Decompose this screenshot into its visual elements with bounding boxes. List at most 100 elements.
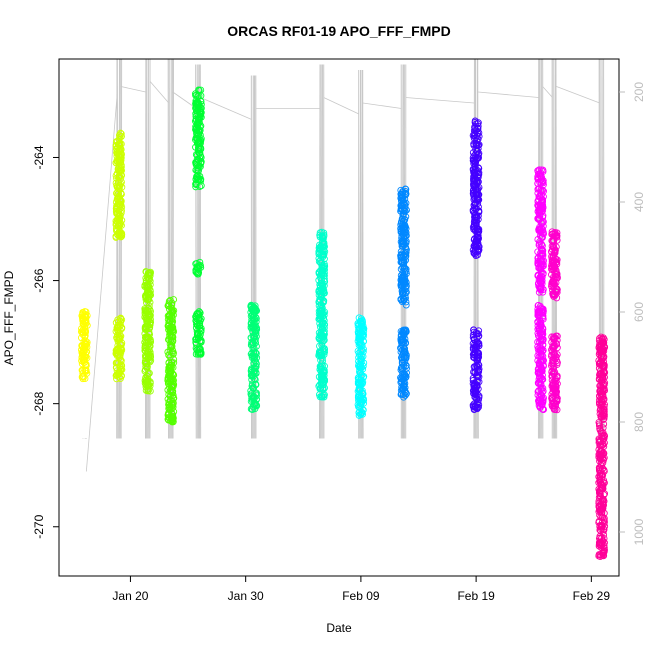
data-point	[397, 253, 405, 261]
data-point	[250, 354, 258, 362]
data-point	[400, 238, 407, 246]
data-point	[402, 288, 410, 296]
data-point	[398, 390, 405, 398]
data-point	[80, 348, 88, 356]
data-point	[248, 376, 256, 384]
data-point	[113, 346, 121, 354]
data-point	[252, 313, 260, 321]
data-point	[538, 401, 546, 409]
data-point	[78, 360, 86, 368]
data-point	[539, 361, 547, 369]
data-point	[553, 231, 561, 239]
data-point	[113, 324, 121, 332]
data-point	[318, 270, 326, 278]
data-point	[358, 378, 365, 386]
data-point	[250, 322, 258, 330]
data-point	[250, 393, 258, 400]
data-point	[598, 407, 606, 414]
data-point	[146, 358, 154, 366]
data-point	[550, 290, 558, 298]
data-point	[397, 272, 405, 279]
data-point	[475, 243, 483, 251]
transit-line	[542, 86, 553, 98]
data-point	[535, 387, 543, 395]
data-point	[359, 324, 367, 332]
data-point	[354, 394, 362, 402]
data-point	[536, 329, 544, 337]
data-point	[166, 296, 174, 304]
data-point	[118, 325, 126, 332]
data-point	[357, 396, 365, 404]
data-point	[248, 371, 256, 379]
data-point	[473, 348, 481, 356]
data-point	[197, 145, 205, 153]
data-point	[145, 386, 152, 394]
data-point	[81, 332, 89, 340]
data-point	[474, 247, 482, 255]
data-point	[552, 383, 560, 391]
data-point	[550, 256, 558, 264]
data-point	[551, 368, 559, 376]
data-point	[599, 361, 607, 369]
data-point	[116, 181, 124, 189]
data-point	[536, 227, 544, 235]
data-point	[600, 501, 607, 509]
data-point	[474, 241, 481, 249]
data-point	[534, 201, 542, 209]
data-point	[551, 355, 559, 363]
data-point	[550, 406, 558, 413]
data-point	[146, 379, 154, 387]
data-point	[191, 117, 199, 125]
data-point	[142, 268, 150, 276]
plot-frame	[58, 58, 620, 577]
data-point	[550, 263, 558, 271]
data-point	[252, 389, 260, 397]
y2-tick-label: 200	[632, 82, 646, 102]
data-point	[318, 267, 326, 275]
data-point	[249, 345, 257, 352]
data-point	[318, 262, 326, 269]
y-axis-label: APO_FFF_FMPD	[2, 270, 16, 365]
data-point	[553, 395, 561, 403]
data-point	[399, 290, 407, 298]
data-point	[473, 137, 481, 145]
data-point	[355, 409, 363, 417]
transit-line	[172, 91, 197, 109]
data-point	[116, 351, 124, 359]
data-point	[400, 208, 408, 215]
data-point	[145, 330, 153, 338]
data-point	[474, 231, 482, 239]
data-point	[168, 324, 176, 332]
transit-line	[85, 97, 118, 472]
data-point	[170, 349, 177, 357]
data-point	[398, 363, 406, 371]
data-point	[548, 368, 556, 376]
data-point	[473, 140, 481, 148]
data-point	[540, 406, 547, 413]
data-point	[599, 550, 607, 558]
data-point	[596, 448, 604, 456]
data-point	[80, 352, 88, 360]
data-point	[321, 384, 329, 392]
data-point	[143, 316, 151, 324]
data-point	[195, 149, 203, 157]
data-point	[400, 289, 408, 297]
data-point	[537, 374, 545, 382]
data-point	[470, 169, 478, 177]
data-point	[599, 440, 607, 448]
data-point	[596, 464, 604, 472]
data-point	[400, 342, 408, 350]
data-point	[79, 369, 87, 377]
data-point	[550, 244, 558, 252]
data-point	[142, 374, 150, 382]
data-point	[596, 457, 604, 465]
data-point	[397, 378, 405, 386]
data-point	[195, 313, 203, 321]
data-point	[192, 266, 200, 274]
data-point	[399, 210, 407, 218]
data-point	[397, 227, 405, 235]
data-point	[81, 353, 89, 361]
data-point	[117, 198, 125, 206]
data-point	[317, 306, 324, 314]
data-point	[81, 343, 89, 351]
